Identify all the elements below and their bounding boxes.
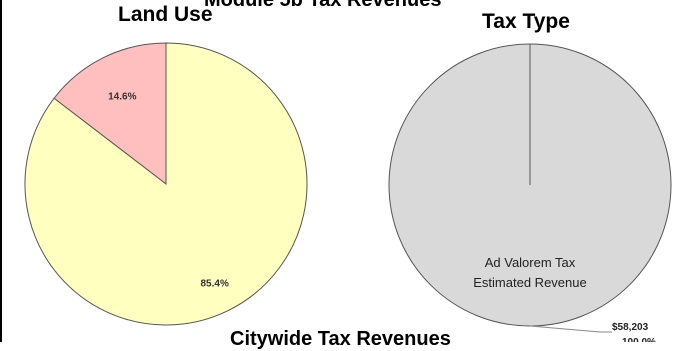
- citywide-title: Citywide Tax Revenues: [230, 328, 451, 351]
- tax-type-value-label: $58,203: [612, 322, 649, 333]
- tax-type-percent-label: 100.0%: [622, 337, 656, 342]
- land-use-slice-label-0: 14.6%: [108, 92, 136, 103]
- tax-type-name-line-2: Estimated Revenue: [473, 275, 586, 290]
- tax-type-pie: Ad Valorem Tax Estimated Revenue $58,203 10…: [389, 44, 671, 342]
- land-use-slice-label-1: 85.4%: [201, 279, 229, 290]
- tax-type-leader-line: [530, 326, 612, 332]
- tax-type-name-line-1: Ad Valorem Tax: [485, 255, 576, 270]
- pie-charts: 14.6% 85.4% Ad Valorem Tax Estimated Reven…: [0, 0, 685, 342]
- land-use-pie: 14.6% 85.4%: [25, 43, 307, 325]
